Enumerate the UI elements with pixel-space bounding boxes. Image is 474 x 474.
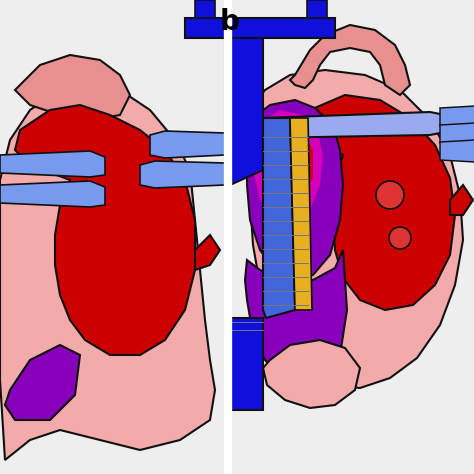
Polygon shape [195,235,220,270]
Polygon shape [253,110,323,220]
Polygon shape [440,106,474,128]
Polygon shape [140,161,225,188]
Polygon shape [290,25,410,95]
Polygon shape [440,123,474,145]
Ellipse shape [389,227,411,249]
Polygon shape [440,140,474,162]
Polygon shape [450,185,473,215]
Ellipse shape [376,181,404,209]
Polygon shape [245,250,347,388]
Text: b: b [220,8,240,36]
Polygon shape [0,181,105,207]
Polygon shape [15,55,130,120]
Polygon shape [290,118,312,310]
Polygon shape [225,20,263,185]
Polygon shape [5,345,80,420]
Polygon shape [150,131,225,158]
Polygon shape [185,18,335,38]
Polygon shape [0,151,105,177]
Polygon shape [0,85,215,460]
Polygon shape [260,122,313,202]
Polygon shape [230,318,263,410]
Polygon shape [300,95,455,310]
Polygon shape [307,0,327,18]
Polygon shape [15,105,195,355]
Polygon shape [263,112,445,138]
Polygon shape [195,0,215,18]
Polygon shape [247,100,343,280]
Polygon shape [247,70,463,388]
Polygon shape [263,340,360,408]
Polygon shape [263,118,295,318]
